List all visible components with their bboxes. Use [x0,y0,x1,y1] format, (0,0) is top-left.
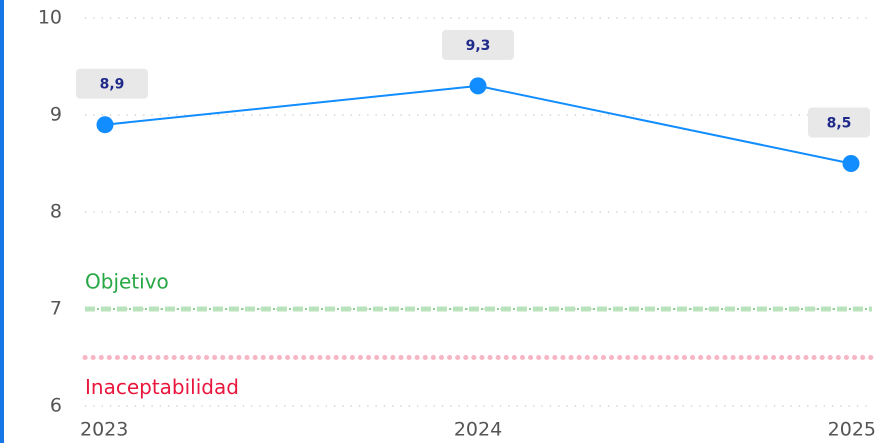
threshold-label: Inaceptabilidad [85,375,239,399]
target-label: Objetivo [85,270,169,294]
value-label-box [76,68,148,99]
value-label-box [808,107,870,138]
point [842,155,860,172]
y-tick-label: 6 [50,395,62,417]
point [469,77,487,95]
value-label-box [442,29,514,60]
value-label: 8,5 [827,116,852,132]
value-label: 9,3 [466,38,491,54]
line [104,84,852,165]
x-tick-label: 2025 [828,419,876,441]
y-tick-label: 10 [38,7,62,29]
point [96,116,114,134]
y-tick-label: 7 [50,298,62,320]
x-tick-label: 2023 [80,419,128,441]
x-tick-label: 2024 [454,419,502,441]
left-border [0,0,4,443]
value-label: 8,9 [100,77,125,93]
y-tick-label: 8 [50,201,62,223]
y-tick-label: 9 [50,104,62,126]
